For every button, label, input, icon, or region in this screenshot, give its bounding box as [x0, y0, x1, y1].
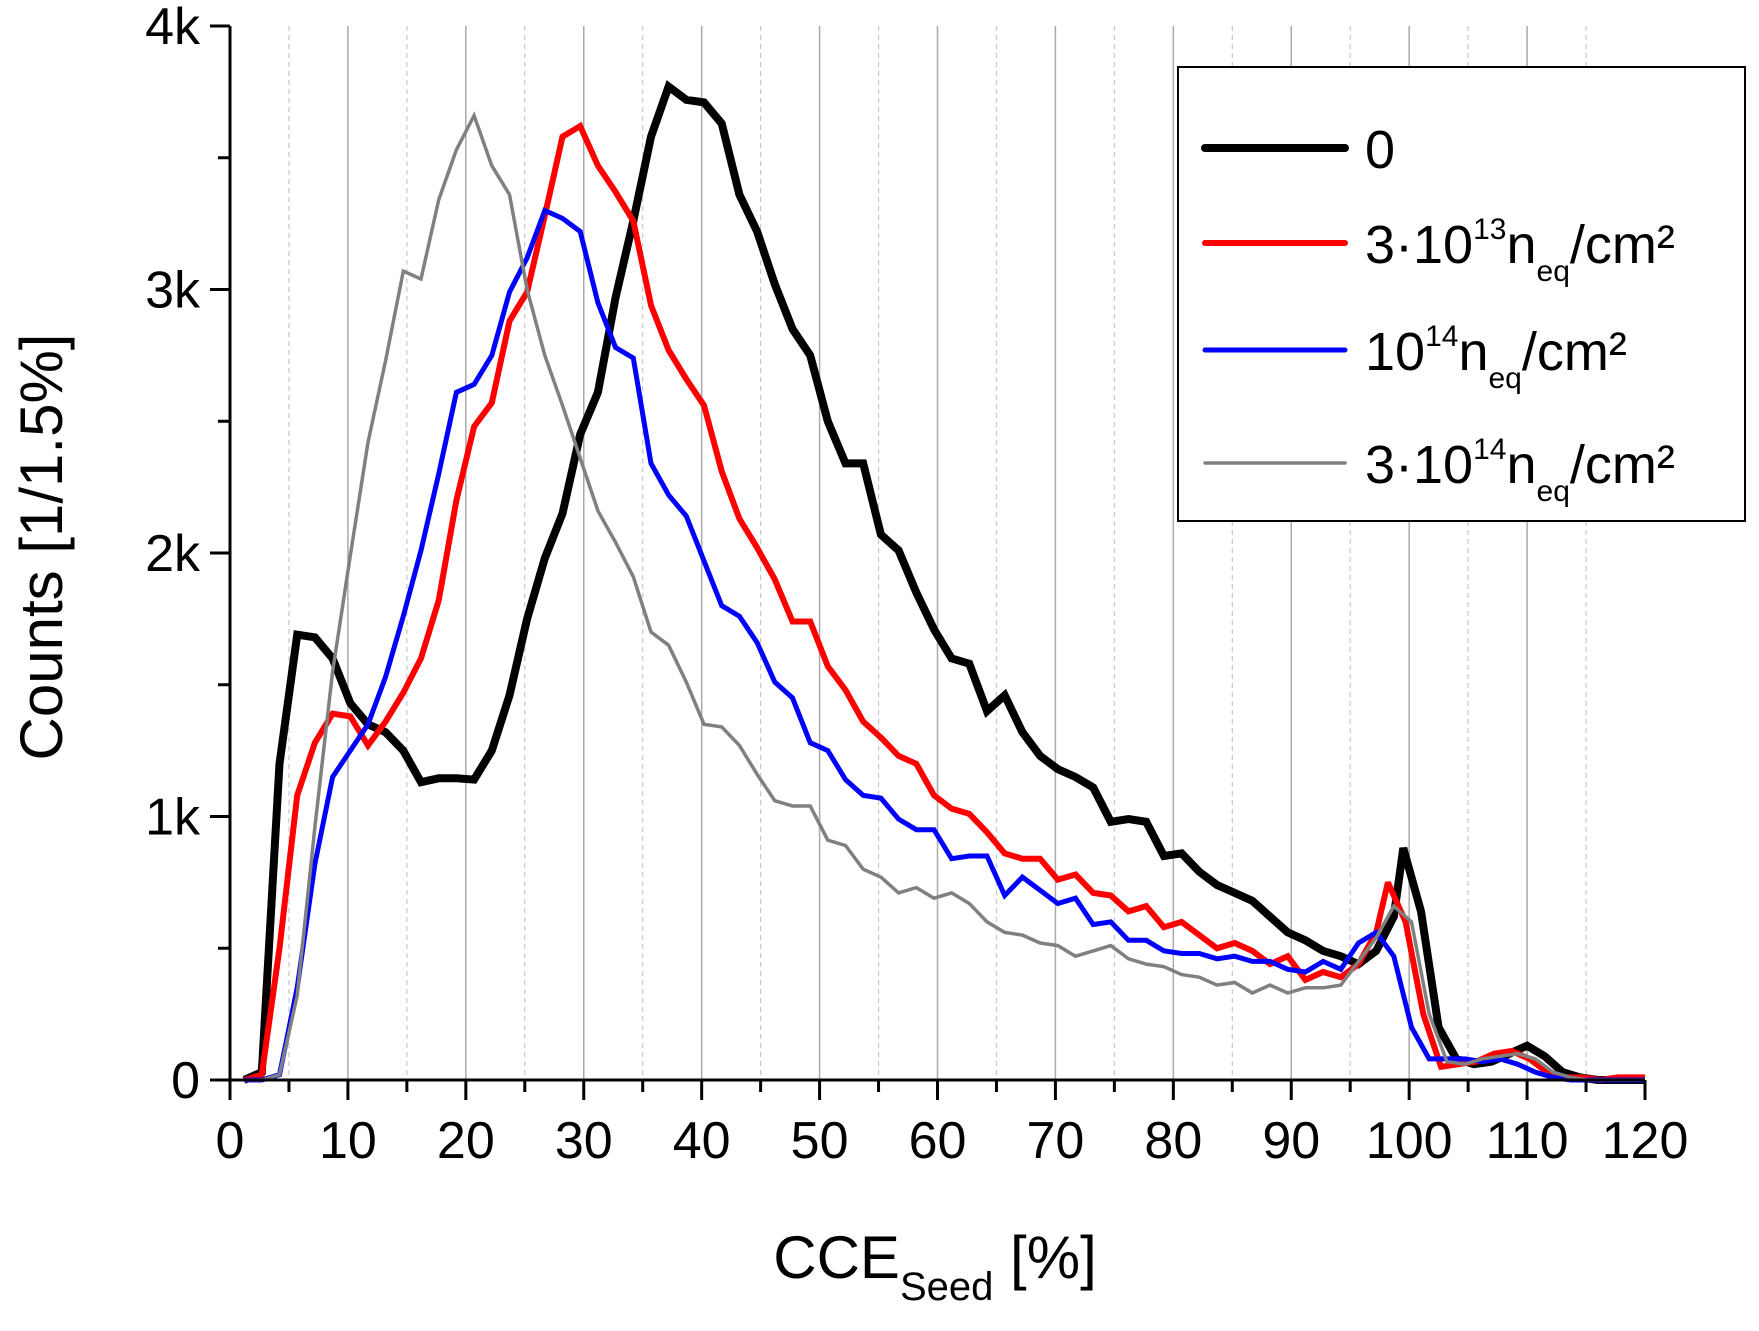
y-axis-ticks: 0 1k 2k 3k 4k: [145, 0, 230, 1110]
x-axis-title-main: CCE: [773, 1224, 900, 1291]
series-line-2: [244, 207, 1645, 1083]
y-axis-title: Counts [1/1.5%]: [8, 334, 75, 761]
series-line-3: [244, 111, 1645, 1082]
x-axis-ticks: 0 10 20 30 40 50 60 70 80 90 100 110 120: [216, 1080, 1689, 1170]
legend: 0 3·1013neq/cm² 1014neq/cm² 3·1014neq/cm²: [1177, 66, 1746, 522]
y-tick-label: 4k: [145, 0, 201, 56]
legend-label-0: 0: [1365, 120, 1395, 180]
x-axis-title: CCESeed [%]: [773, 1224, 1096, 1309]
x-tick-label: 100: [1366, 1112, 1453, 1170]
y-tick-label: 3k: [145, 262, 201, 320]
legend-label-2: 1014neq/cm²: [1365, 320, 1627, 395]
y-tick-label: 0: [171, 1052, 200, 1110]
x-tick-label: 0: [216, 1112, 245, 1170]
x-tick-label: 40: [673, 1112, 731, 1170]
series-line-0: [242, 80, 1645, 1084]
x-tick-label: 60: [909, 1112, 967, 1170]
x-axis-title-sub: Seed: [900, 1265, 993, 1309]
y-tick-label: 1k: [145, 789, 201, 847]
x-tick-label: 110: [1486, 1112, 1569, 1170]
x-tick-label: 50: [791, 1112, 849, 1170]
x-tick-label: 10: [319, 1112, 377, 1170]
y-tick-label: 2k: [145, 525, 201, 583]
x-tick-label: 30: [555, 1112, 613, 1170]
x-tick-label: 90: [1262, 1112, 1320, 1170]
legend-label-1: 3·1013neq/cm²: [1365, 213, 1675, 288]
series-layer: [242, 80, 1645, 1084]
legend-box: [1177, 66, 1746, 522]
x-axis-title-suffix: [%]: [993, 1224, 1096, 1291]
legend-label-3: 3·1014neq/cm²: [1365, 433, 1675, 508]
series-line-1: [243, 121, 1645, 1084]
x-tick-label: 70: [1026, 1112, 1084, 1170]
x-tick-label: 20: [437, 1112, 495, 1170]
x-tick-label: 120: [1602, 1112, 1689, 1170]
x-tick-label: 80: [1144, 1112, 1202, 1170]
